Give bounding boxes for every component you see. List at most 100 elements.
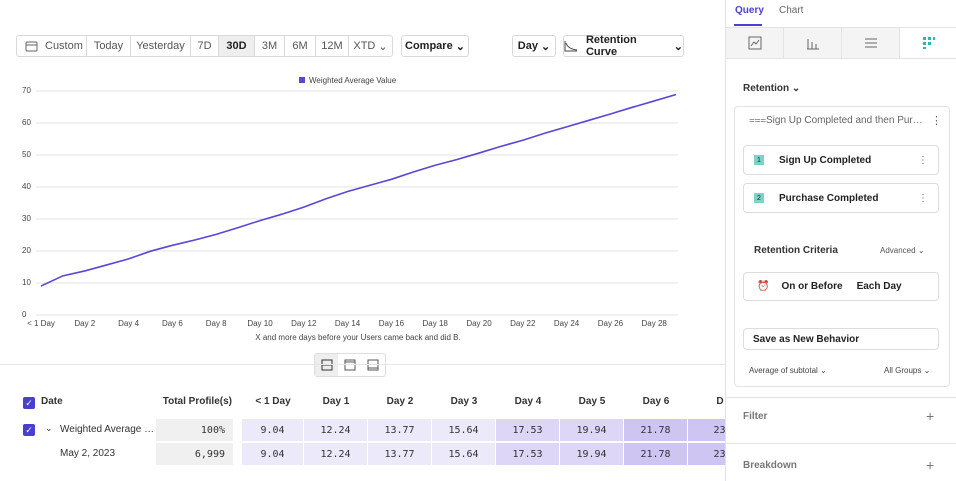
tab-chart[interactable]: Chart [779, 5, 804, 16]
more-menu[interactable]: ⋮ [918, 154, 928, 166]
y-tick-label: 20 [22, 246, 31, 255]
date-range[interactable]: 7D [190, 35, 219, 57]
retention-card [734, 106, 950, 387]
x-tick-label: Day 26 [598, 319, 624, 328]
add-filter[interactable]: + [926, 408, 935, 424]
label: Average of subtotal [749, 366, 818, 375]
table-cell: 100% [156, 419, 233, 441]
y-tick-label: 10 [22, 278, 31, 287]
table-cell: 12.24 [304, 419, 367, 441]
report-types [726, 27, 956, 59]
step[interactable]: 1 Sign Up Completed ⋮ [743, 145, 939, 175]
more-menu[interactable]: ⋮ [918, 192, 928, 204]
divider [726, 443, 956, 444]
column-header: < 1 Day [255, 396, 291, 407]
y-tick-label: 60 [22, 118, 31, 127]
chart: X and more days before your Users came b… [22, 76, 678, 342]
compare-dropdown[interactable]: Compare ⌄ [401, 35, 469, 57]
x-tick-label: Day 20 [466, 319, 492, 328]
aggregation-dropdown[interactable]: Average of subtotal ⌄ [749, 366, 827, 375]
divider [726, 397, 956, 398]
table-cell: 21.78 [624, 443, 687, 465]
icon [806, 39, 819, 50]
view-chart[interactable] [338, 354, 361, 376]
interval-dropdown[interactable]: Day ⌄ [512, 35, 556, 57]
x-axis-label: X and more days before your Users came b… [255, 333, 460, 342]
table-cell: 12.24 [304, 443, 367, 465]
icon [864, 38, 877, 48]
metric-name[interactable]: Sign Up Completed and then Pur… [766, 115, 923, 126]
groups-dropdown[interactable]: All Groups ⌄ [884, 366, 931, 375]
table-cell: 15.64 [432, 419, 495, 441]
metric-icon: ⩶ [749, 115, 767, 126]
legend-swatch [299, 77, 305, 83]
step-label: Purchase Completed [779, 192, 879, 204]
view-table[interactable] [362, 354, 385, 376]
table: ✓ Date Total Profile(s) < 1 Day Day 1 Day 2 Da… [23, 396, 726, 465]
filter-title[interactable]: Filter [743, 411, 768, 422]
column-header: Day 1 [322, 396, 350, 407]
x-tick-label: Day 18 [423, 319, 449, 328]
expand-toggle[interactable]: ⌄ [45, 423, 53, 433]
view-chart-table[interactable] [315, 354, 339, 376]
more-menu[interactable]: ⋮ [931, 115, 942, 127]
table-cell: 23 [688, 419, 726, 441]
criteria-when[interactable]: On or Before [781, 281, 843, 292]
icon [344, 359, 356, 371]
date-range[interactable]: XTD ⌄ [348, 35, 393, 57]
date-range[interactable]: Today [86, 35, 131, 57]
table-cell: 21.78 [624, 419, 687, 441]
section-title[interactable]: Retention ⌄ [743, 83, 801, 94]
view-toggle [314, 353, 386, 377]
criteria-title: Retention Criteria [754, 245, 838, 256]
label: Retention Curve [585, 34, 637, 58]
breakdown-title[interactable]: Breakdown [743, 460, 797, 471]
label: Day [517, 40, 538, 52]
query-panel: Query Chart Retention ⌄ [725, 0, 956, 481]
x-tick-label: Day 4 [118, 319, 139, 328]
report-type-selected[interactable] [900, 28, 956, 58]
step[interactable]: 2 Purchase Completed ⋮ [743, 183, 939, 213]
legend-label: Weighted Average Value [309, 76, 397, 85]
clock-icon: ⏰ [757, 281, 770, 292]
save-behavior[interactable]: Save as New Behavior [743, 328, 939, 350]
table-cell: 13.77 [368, 443, 431, 465]
table-cell: 13.77 [368, 419, 431, 441]
criteria[interactable]: ⏰ On or Before Each Day [743, 272, 939, 301]
row-select[interactable]: ✓ [23, 424, 35, 436]
icon [367, 359, 379, 371]
chart-kind-dropdown[interactable]: Retention Curve ⌄ [563, 34, 684, 58]
icon [321, 359, 333, 371]
table-cell: 23 [688, 443, 726, 465]
label: Custom [45, 40, 83, 52]
column-header: Day 5 [578, 396, 606, 407]
report-type[interactable] [842, 28, 900, 58]
label: XTD [353, 40, 376, 52]
step-number: 2 [754, 193, 764, 203]
date-range[interactable]: Custom [16, 35, 87, 57]
y-tick-label: 30 [22, 214, 31, 223]
x-tick-label: Day 10 [247, 319, 273, 328]
step-number: 1 [754, 155, 764, 165]
table-cell: 19.94 [560, 443, 623, 465]
select-all[interactable]: ✓ [23, 397, 35, 409]
criteria-period[interactable]: Each Day [856, 281, 902, 292]
curve-icon [564, 41, 578, 52]
date-range[interactable]: 3M [254, 35, 285, 57]
date-range[interactable]: 12M [315, 35, 349, 57]
row-label: May 2, 2023 [60, 448, 116, 459]
y-tick-label: 70 [22, 86, 31, 95]
tab-underline [734, 24, 762, 26]
report-type[interactable] [784, 28, 842, 58]
advanced-dropdown[interactable]: Advanced ⌄ [880, 246, 925, 255]
calendar-icon [25, 41, 38, 52]
label: Compare [405, 40, 453, 52]
x-tick-label: Day 16 [379, 319, 405, 328]
add-breakdown[interactable]: + [926, 457, 935, 473]
report-type[interactable] [726, 28, 784, 58]
x-tick-label: Day 28 [642, 319, 668, 328]
tab-query[interactable]: Query [735, 5, 764, 16]
column-header: Total Profile(s) [162, 396, 232, 407]
column-header: D [716, 396, 724, 407]
